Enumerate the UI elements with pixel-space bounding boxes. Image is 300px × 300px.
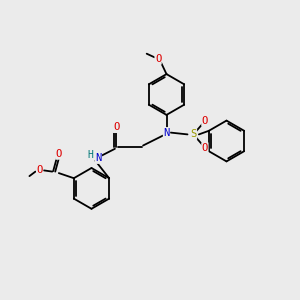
- Text: N: N: [95, 153, 101, 164]
- Text: O: O: [56, 149, 62, 159]
- Text: O: O: [113, 122, 119, 133]
- Text: H: H: [87, 150, 93, 160]
- Text: O: O: [37, 165, 43, 176]
- Text: O: O: [202, 116, 208, 126]
- Text: S: S: [190, 129, 196, 140]
- Text: O: O: [155, 54, 161, 64]
- Text: N: N: [164, 128, 169, 138]
- Text: O: O: [202, 143, 208, 153]
